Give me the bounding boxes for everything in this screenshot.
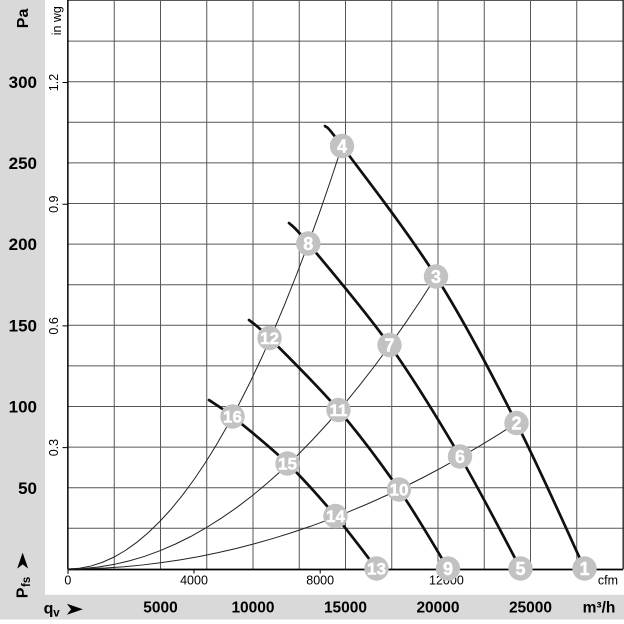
- svg-text:8000: 8000: [306, 574, 334, 588]
- svg-text:in wg: in wg: [50, 6, 64, 35]
- svg-text:150: 150: [9, 316, 37, 335]
- svg-text:20000: 20000: [416, 600, 459, 617]
- svg-text:0.6: 0.6: [47, 317, 61, 334]
- svg-text:100: 100: [9, 398, 37, 417]
- svg-text:5000: 5000: [143, 600, 177, 617]
- svg-text:11: 11: [330, 401, 348, 420]
- svg-text:50: 50: [18, 479, 37, 498]
- svg-text:8: 8: [303, 234, 313, 254]
- svg-text:12: 12: [260, 329, 279, 348]
- svg-text:6: 6: [455, 447, 465, 467]
- svg-text:10: 10: [390, 481, 409, 500]
- svg-text:5: 5: [515, 559, 525, 579]
- svg-text:0.9: 0.9: [47, 195, 61, 212]
- svg-text:25000: 25000: [509, 600, 552, 617]
- svg-text:10000: 10000: [231, 600, 274, 617]
- svg-text:200: 200: [9, 235, 37, 254]
- svg-text:4000: 4000: [180, 574, 208, 588]
- svg-text:q: q: [44, 601, 54, 618]
- svg-text:250: 250: [9, 154, 37, 173]
- svg-text:4: 4: [337, 137, 347, 157]
- svg-text:m³/h: m³/h: [583, 600, 616, 617]
- svg-text:fs: fs: [21, 577, 33, 587]
- svg-text:0.3: 0.3: [47, 439, 61, 456]
- svg-text:15000: 15000: [324, 600, 367, 617]
- svg-text:3: 3: [431, 267, 441, 287]
- svg-text:1: 1: [579, 559, 589, 579]
- svg-text:16: 16: [223, 408, 242, 427]
- svg-text:Pa: Pa: [15, 9, 32, 29]
- svg-text:15: 15: [278, 455, 297, 474]
- svg-text:300: 300: [9, 73, 37, 92]
- svg-text:P: P: [14, 587, 31, 598]
- svg-text:v: v: [53, 608, 60, 620]
- svg-text:7: 7: [384, 336, 394, 356]
- svg-text:1.2: 1.2: [47, 74, 61, 91]
- svg-text:cfm: cfm: [598, 574, 618, 588]
- svg-text:13: 13: [367, 560, 386, 579]
- svg-text:9: 9: [443, 559, 453, 579]
- svg-text:0: 0: [64, 574, 71, 588]
- svg-text:14: 14: [326, 507, 345, 526]
- svg-text:2: 2: [511, 414, 521, 434]
